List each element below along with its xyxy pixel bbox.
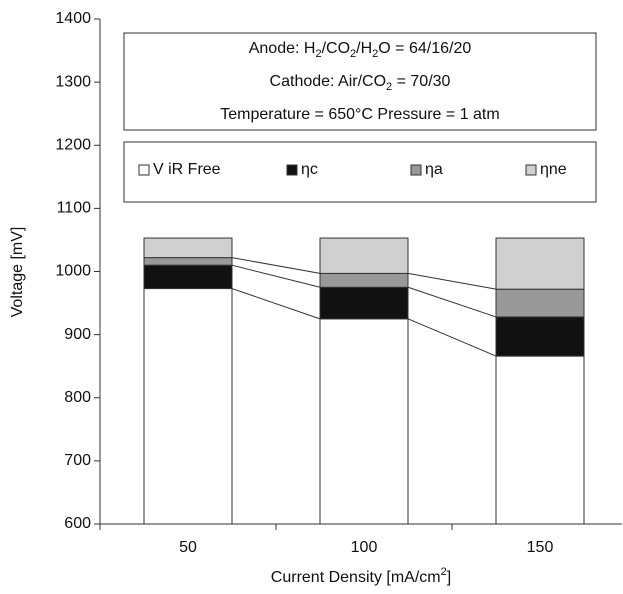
bar-segment bbox=[143, 264, 233, 290]
annotation-script: 2 bbox=[386, 81, 392, 93]
bar-segment bbox=[495, 288, 585, 318]
bar-segment bbox=[143, 288, 233, 525]
y-tick-label: 900 bbox=[64, 326, 91, 343]
bar-segment bbox=[319, 318, 409, 525]
y-tick-label: 1000 bbox=[55, 263, 91, 280]
bar-segment bbox=[143, 237, 233, 259]
annotation-part: = 70/30 bbox=[392, 73, 450, 90]
connector bbox=[231, 257, 321, 274]
x-tick-label: 150 bbox=[527, 539, 554, 556]
y-tick-label: 700 bbox=[64, 452, 91, 469]
legend-swatch bbox=[525, 164, 537, 176]
annotation: Temperature = 650°C Pressure = 1 atm bbox=[220, 106, 499, 123]
legend-label: ηne bbox=[540, 161, 567, 178]
annotation-part: /CO bbox=[322, 40, 350, 57]
x-tick-label: 100 bbox=[351, 539, 378, 556]
connector bbox=[407, 272, 497, 290]
bar-segment bbox=[495, 237, 585, 290]
annotation-part: O = 64/16/20 bbox=[378, 40, 471, 57]
connector bbox=[231, 264, 321, 288]
legend-swatch bbox=[138, 164, 150, 176]
bar-segment bbox=[495, 355, 585, 525]
annotation-part: Cathode: Air/CO bbox=[270, 73, 387, 90]
bar-segment bbox=[319, 237, 409, 274]
connector bbox=[231, 288, 321, 320]
x-axis-label-script: 2 bbox=[441, 566, 447, 578]
y-tick-label: 1200 bbox=[55, 136, 91, 153]
bar-segment bbox=[143, 257, 233, 266]
y-tick-label: 1300 bbox=[55, 73, 91, 90]
bar-segment bbox=[319, 272, 409, 288]
legend-swatch bbox=[286, 164, 298, 176]
y-tick-label: 600 bbox=[64, 515, 91, 532]
x-axis-label-part: ] bbox=[447, 569, 451, 586]
annotation: Cathode: Air/CO2 = 70/30 bbox=[270, 73, 451, 93]
x-axis-label-part: Current Density [mA/cm bbox=[271, 569, 441, 586]
legend-swatch bbox=[410, 164, 422, 176]
connector bbox=[407, 286, 497, 318]
x-tick-label: 50 bbox=[179, 539, 197, 556]
annotation-box bbox=[123, 32, 597, 131]
annotation-script: 2 bbox=[372, 48, 378, 60]
y-tick-label: 1400 bbox=[55, 10, 91, 27]
annotation: Anode: H2/CO2/H2O = 64/16/20 bbox=[249, 40, 472, 60]
annotation-script: 2 bbox=[315, 48, 321, 60]
annotation-part: Temperature = 650°C Pressure = 1 atm bbox=[220, 106, 499, 123]
y-tick-label: 800 bbox=[64, 389, 91, 406]
annotation-part: Anode: H bbox=[249, 40, 316, 57]
annotation-script: 2 bbox=[350, 48, 356, 60]
legend-box bbox=[123, 141, 597, 203]
legend-label: ηa bbox=[425, 161, 443, 178]
x-axis-label: Current Density [mA/cm2] bbox=[271, 566, 451, 586]
legend-label: V iR Free bbox=[153, 161, 221, 178]
y-tick-label: 1100 bbox=[57, 200, 92, 217]
connector bbox=[407, 318, 497, 357]
y-axis-label: Voltage [mV] bbox=[9, 227, 26, 318]
legend-label: ηc bbox=[301, 161, 318, 178]
annotation-part: /H bbox=[356, 40, 372, 57]
bar-segment bbox=[495, 316, 585, 357]
bar-segment bbox=[319, 286, 409, 320]
